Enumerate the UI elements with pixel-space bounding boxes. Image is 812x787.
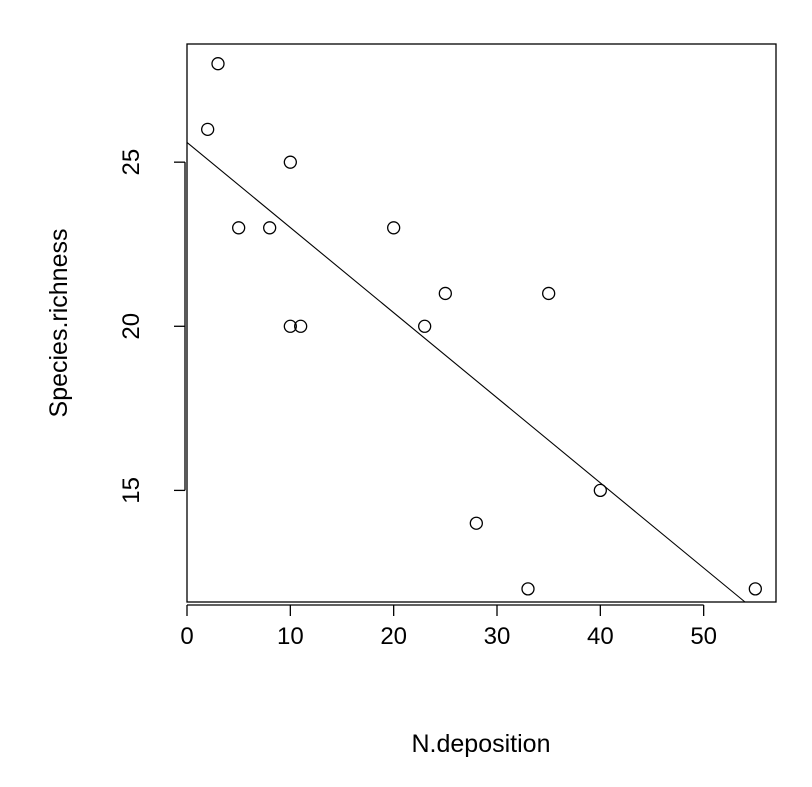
x-tick-label: 50	[690, 623, 717, 650]
data-point	[387, 221, 401, 235]
x-axis: 0 10 20 30 40 50	[180, 604, 717, 650]
x-tick-label: 40	[587, 623, 614, 650]
x-tick-label: 0	[180, 623, 193, 650]
x-axis-label: N.deposition	[412, 730, 551, 758]
plot-area-frame	[186, 43, 777, 603]
data-point	[283, 155, 297, 169]
data-point	[469, 516, 483, 530]
data-point	[283, 319, 297, 333]
data-point	[211, 57, 225, 71]
data-point	[593, 483, 607, 498]
x-tick-label: 10	[277, 623, 304, 650]
data-point	[748, 582, 762, 596]
data-point	[263, 221, 277, 235]
data-point	[294, 319, 308, 333]
data-point	[201, 122, 215, 136]
regression-line	[186, 142, 746, 603]
data-points	[201, 57, 762, 596]
y-axis: 15 20 25	[118, 149, 186, 504]
y-tick-label: 25	[118, 149, 145, 176]
data-point	[542, 286, 556, 301]
y-tick-label: 20	[118, 313, 145, 340]
y-tick-label: 15	[118, 477, 145, 504]
data-point	[438, 286, 452, 301]
y-axis-label: Species.richness	[45, 229, 73, 418]
data-point	[418, 319, 432, 333]
data-point	[232, 221, 246, 235]
regression-line-group	[186, 142, 746, 603]
x-tick-label: 20	[380, 623, 407, 650]
data-point	[521, 582, 535, 596]
x-tick-label: 30	[484, 623, 511, 650]
